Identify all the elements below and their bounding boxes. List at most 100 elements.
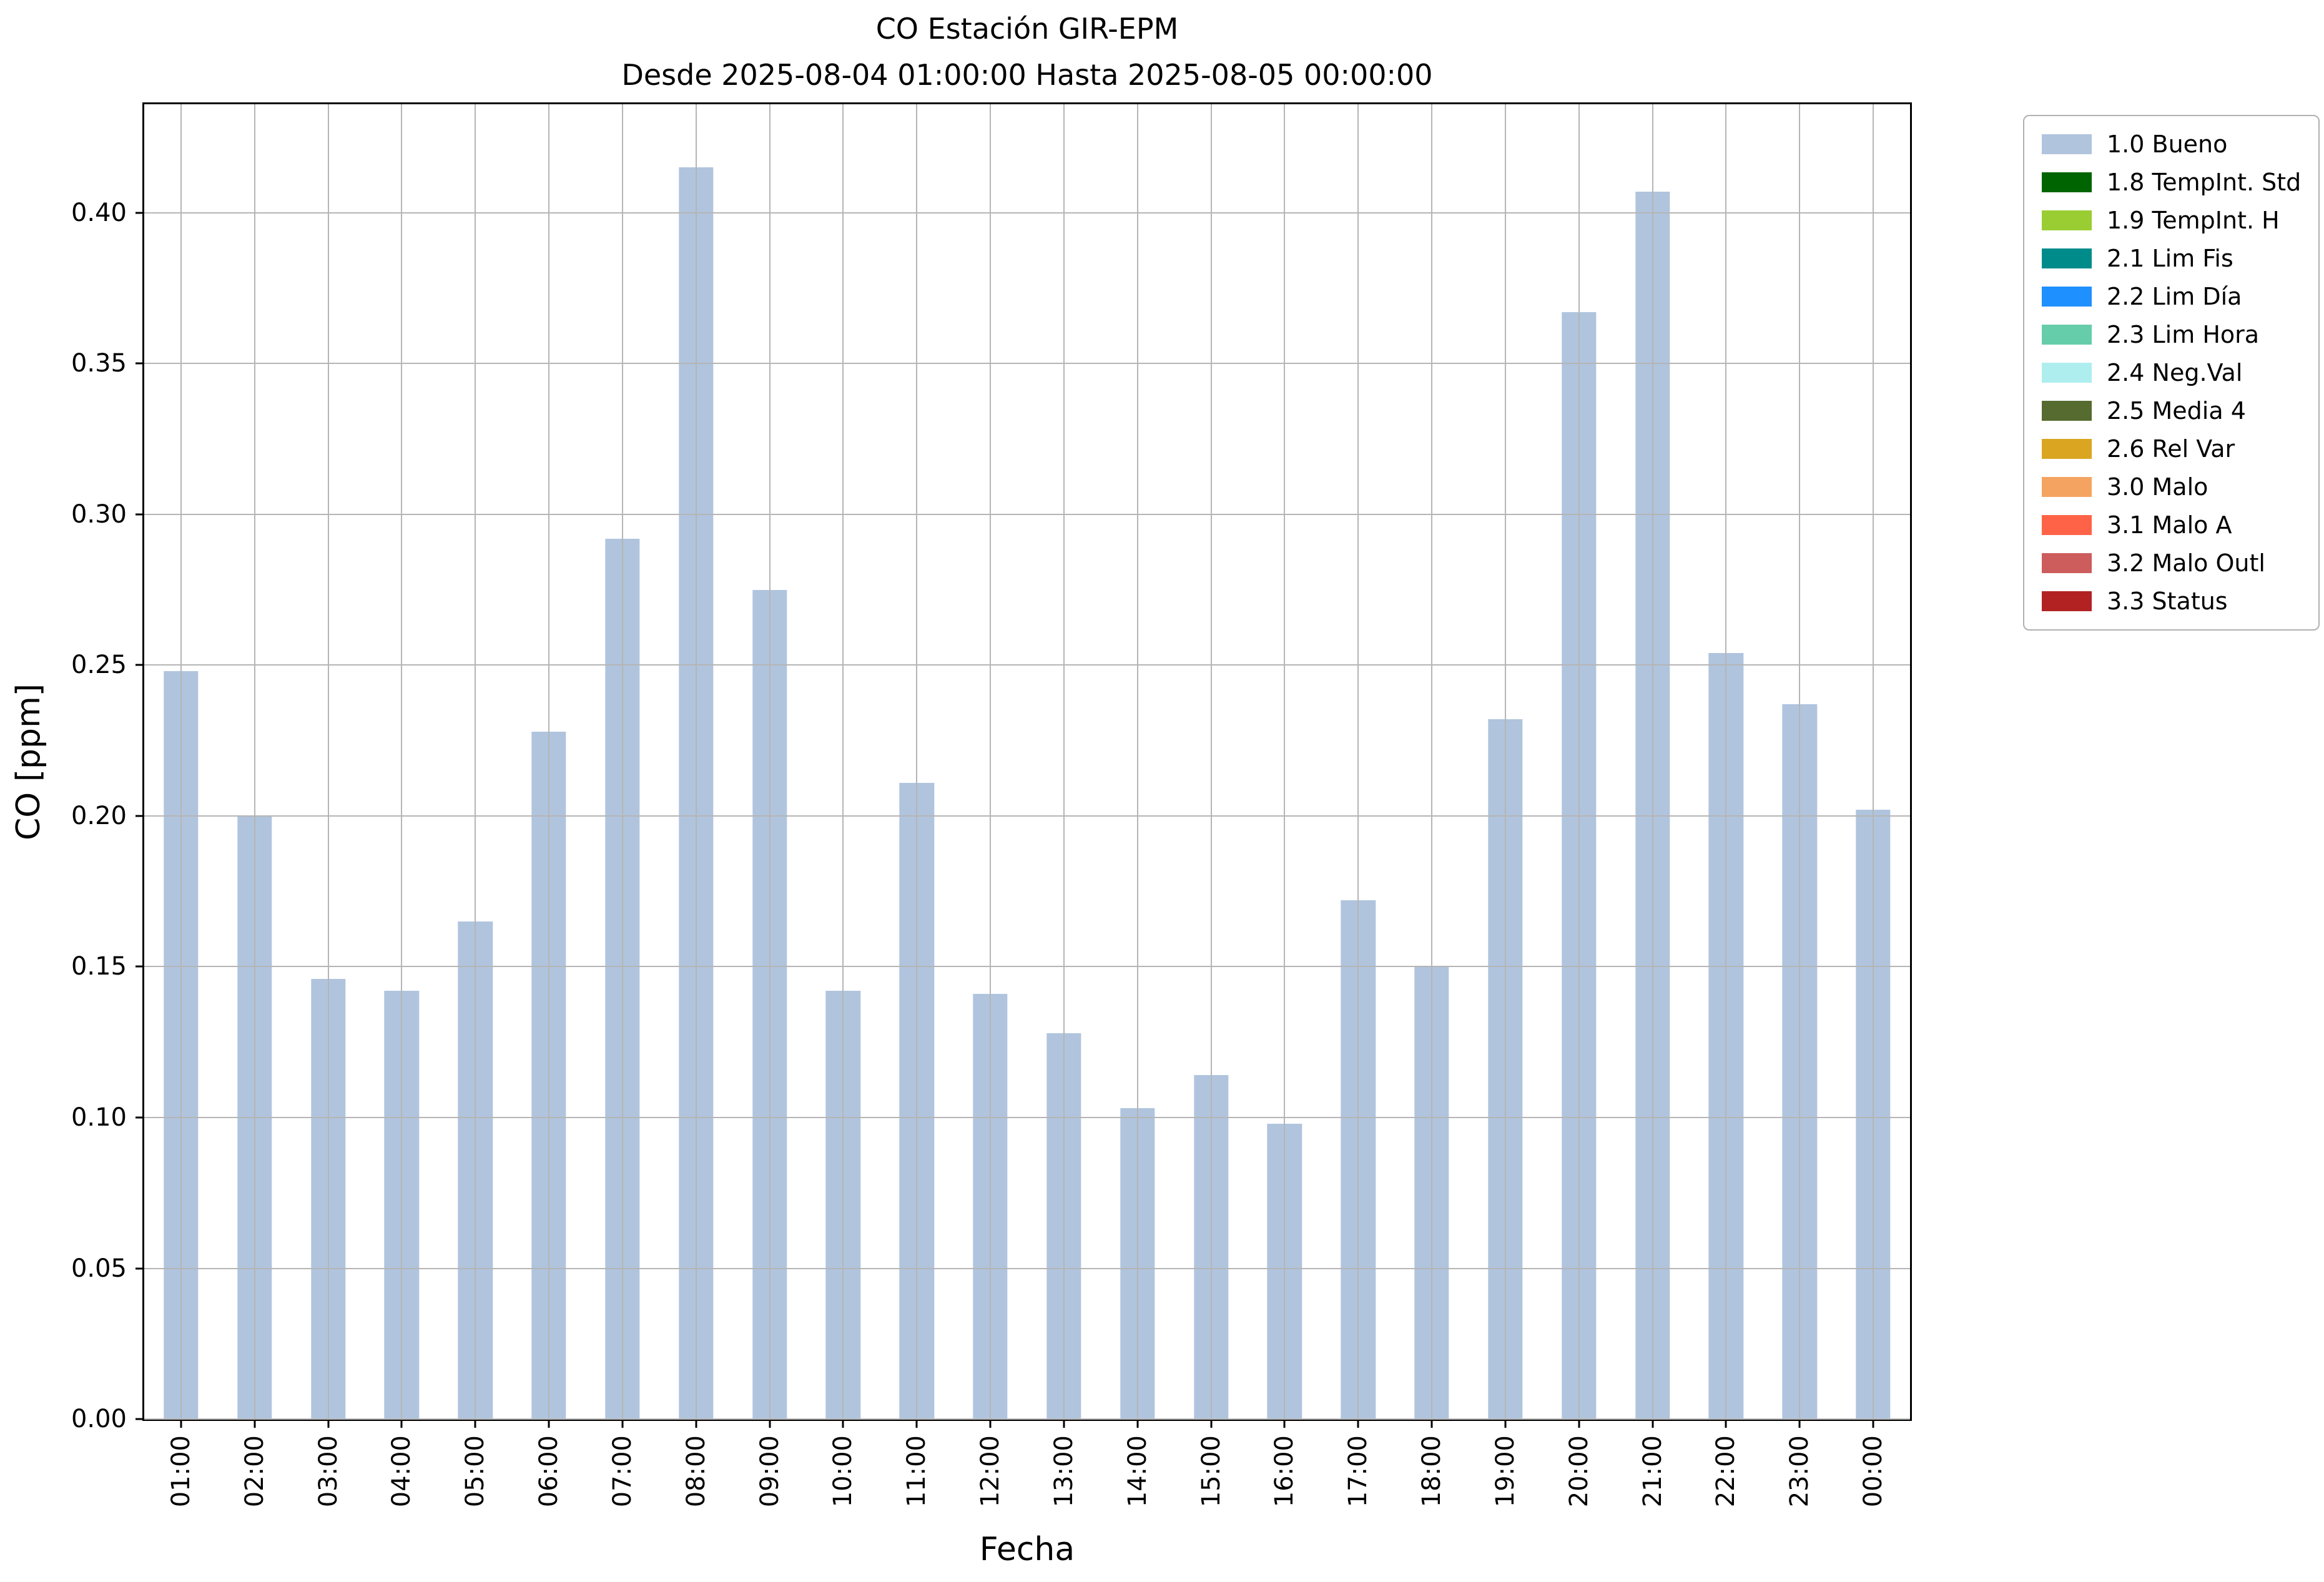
- y-tick-mark: [135, 1267, 144, 1269]
- x-gridline: [621, 104, 623, 1419]
- x-tick-label: 02:00: [240, 1435, 269, 1508]
- x-tick-mark: [989, 1419, 992, 1428]
- legend-item: 1.9 TempInt. H: [2042, 206, 2301, 235]
- x-gridline: [180, 104, 182, 1419]
- x-gridline: [1357, 104, 1359, 1419]
- y-tick-mark: [135, 362, 144, 365]
- x-tick-mark: [1210, 1419, 1213, 1428]
- x-tick-mark: [695, 1419, 697, 1428]
- y-gridline: [144, 363, 1910, 365]
- legend-swatch: [2042, 287, 2092, 307]
- legend-item: 3.2 Malo Outl: [2042, 549, 2301, 577]
- x-tick-label: 12:00: [976, 1435, 1005, 1508]
- x-gridline: [1504, 104, 1506, 1419]
- legend-swatch: [2042, 172, 2092, 192]
- y-tick-label: 0.05: [71, 1254, 127, 1283]
- legend-item-label: 2.3 Lim Hora: [2107, 321, 2260, 348]
- x-tick-mark: [548, 1419, 550, 1428]
- plot-area: 01:00 02:00 03:00 04:00 05:00 06:00 07:00 08:00…: [71, 102, 1912, 1507]
- legend-item: 2.1 Lim Fis: [2042, 244, 2301, 273]
- legend-item: 3.0 Malo: [2042, 473, 2301, 501]
- x-tick-mark: [769, 1419, 771, 1428]
- x-gridline: [769, 104, 771, 1419]
- legend-swatch: [2042, 248, 2092, 268]
- x-tick-mark: [1430, 1419, 1433, 1428]
- x-gridline: [842, 104, 844, 1419]
- y-gridline: [144, 1267, 1910, 1269]
- x-tick-label: 19:00: [1490, 1435, 1520, 1508]
- legend-item: 3.1 Malo A: [2042, 511, 2301, 539]
- x-gridline: [1652, 104, 1653, 1419]
- x-tick-label: 14:00: [1123, 1435, 1152, 1508]
- x-tick-label: 22:00: [1711, 1435, 1741, 1508]
- x-tick-label: 10:00: [829, 1435, 858, 1508]
- y-tick-label: 0.10: [71, 1103, 127, 1132]
- y-gridline: [144, 212, 1910, 214]
- legend-swatch: [2042, 325, 2092, 345]
- legend-item-label: 3.3 Status: [2107, 587, 2228, 615]
- legend-swatch: [2042, 210, 2092, 230]
- y-tick-label: 0.00: [71, 1405, 127, 1433]
- x-tick-label: 07:00: [608, 1435, 637, 1508]
- y-tick-mark: [135, 513, 144, 516]
- x-tick-label: 20:00: [1564, 1435, 1593, 1508]
- x-gridline: [1873, 104, 1874, 1419]
- legend-item-label: 2.2 Lim Día: [2107, 283, 2242, 310]
- y-gridline: [144, 664, 1910, 666]
- x-tick-mark: [1725, 1419, 1727, 1428]
- x-tick-mark: [1798, 1419, 1801, 1428]
- x-tick-mark: [1578, 1419, 1580, 1428]
- x-tick-label: 06:00: [534, 1435, 564, 1508]
- legend-item-label: 2.5 Media 4: [2107, 397, 2246, 425]
- x-gridline: [1725, 104, 1727, 1419]
- y-tick-mark: [135, 212, 144, 214]
- x-tick-label: 23:00: [1785, 1435, 1814, 1508]
- chart-title-line1: CO Estación GIR-EPM: [875, 12, 1179, 46]
- x-tick-label: 05:00: [461, 1435, 490, 1508]
- legend-item-label: 3.0 Malo: [2107, 473, 2208, 501]
- x-gridline: [1063, 104, 1065, 1419]
- x-gridline: [916, 104, 918, 1419]
- x-gridline: [1578, 104, 1580, 1419]
- x-gridline: [548, 104, 550, 1419]
- x-gridline: [1799, 104, 1801, 1419]
- legend-item: 1.0 Bueno: [2042, 130, 2301, 159]
- x-tick-label: 17:00: [1344, 1435, 1373, 1508]
- x-tick-mark: [474, 1419, 476, 1428]
- y-gridline: [144, 966, 1910, 968]
- x-gridline: [1210, 104, 1212, 1419]
- y-tick-label: 0.40: [71, 198, 127, 227]
- y-axis-label: CO [ppm]: [10, 683, 47, 840]
- x-tick-mark: [1136, 1419, 1139, 1428]
- legend-item-label: 2.4 Neg.Val: [2107, 359, 2243, 386]
- x-tick-mark: [1652, 1419, 1654, 1428]
- x-tick-label: 13:00: [1049, 1435, 1078, 1508]
- legend-item-label: 1.9 TempInt. H: [2107, 207, 2280, 234]
- y-gridline: [144, 1418, 1910, 1420]
- legend-swatch: [2042, 439, 2092, 459]
- legend-item-label: 1.8 TempInt. Std: [2107, 169, 2302, 196]
- x-tick-label: 04:00: [387, 1435, 416, 1508]
- legend-item: 3.3 Status: [2042, 587, 2301, 616]
- y-tick-label: 0.35: [71, 349, 127, 378]
- legend-item-label: 1.0 Bueno: [2107, 130, 2228, 158]
- x-tick-label: 08:00: [681, 1435, 711, 1508]
- x-tick-mark: [842, 1419, 844, 1428]
- y-tick-mark: [135, 664, 144, 666]
- chart-title-line2: Desde 2025-08-04 01:00:00 Hasta 2025-08-…: [621, 57, 1433, 92]
- legend-item: 1.8 TempInt. Std: [2042, 168, 2301, 197]
- legend-item-label: 2.1 Lim Fis: [2107, 245, 2233, 272]
- legend-item: 2.2 Lim Día: [2042, 282, 2301, 311]
- x-gridline: [695, 104, 697, 1419]
- x-tick-mark: [915, 1419, 918, 1428]
- legend-swatch: [2042, 591, 2092, 611]
- x-tick-label: 11:00: [902, 1435, 932, 1508]
- legend: 1.0 Bueno 1.8 TempInt. Std 1.9 TempInt. H 2…: [2023, 115, 2320, 631]
- x-tick-mark: [180, 1419, 182, 1428]
- x-gridline: [254, 104, 255, 1419]
- y-gridline: [144, 815, 1910, 817]
- x-tick-mark: [1872, 1419, 1874, 1428]
- x-tick-label: 09:00: [755, 1435, 784, 1508]
- x-tick-mark: [1283, 1419, 1286, 1428]
